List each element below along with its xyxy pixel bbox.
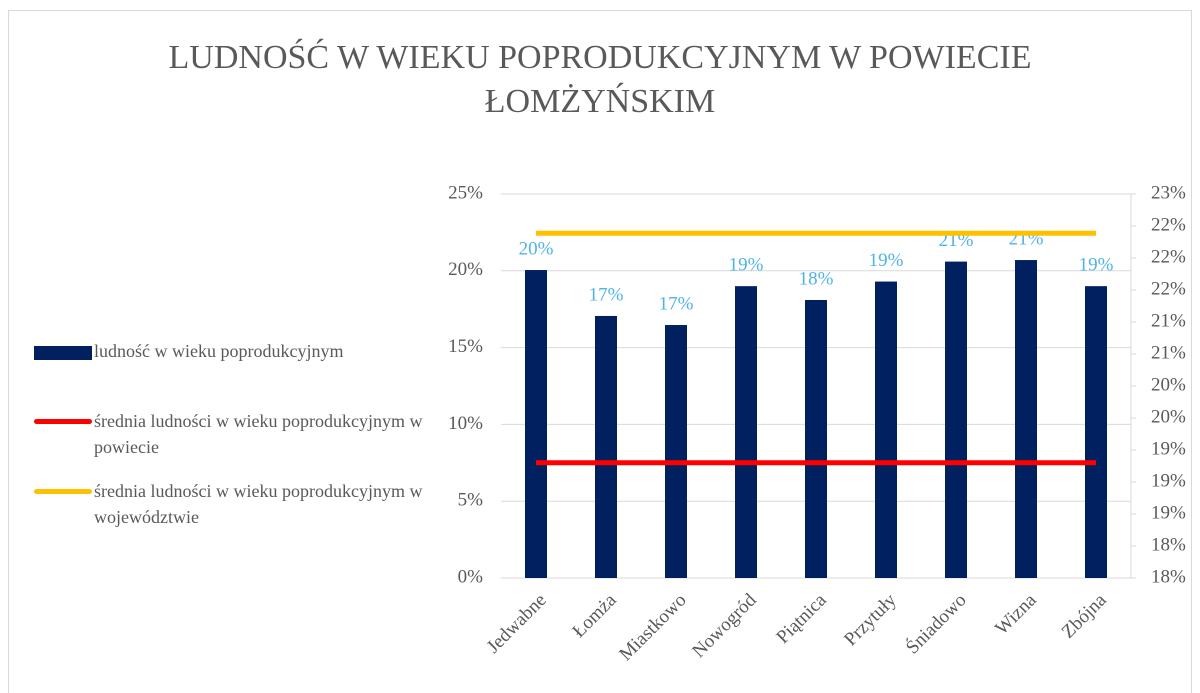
bar: [665, 325, 687, 578]
y-tick-label: 5%: [458, 490, 484, 511]
y2-tick-label: 21%: [1151, 310, 1186, 331]
legend-label: średnia ludności w wieku poprodukcyjnym …: [94, 481, 423, 527]
y-tick-label: 10%: [448, 413, 483, 434]
data-label: 19%: [1079, 255, 1114, 276]
legend-entry: średnia ludności w wieku poprodukcyjnym …: [34, 478, 424, 530]
data-label: 19%: [869, 250, 904, 271]
legend-label: średnia ludności w wieku poprodukcyjnym …: [94, 411, 423, 457]
bar: [805, 299, 827, 578]
x-tick-label: Jedwabne: [483, 590, 551, 658]
y-tick-label: 25%: [448, 182, 483, 203]
y-tick-label: 0%: [458, 566, 484, 587]
y2-tick-label: 18%: [1151, 566, 1186, 587]
y2-tick-label: 22%: [1151, 278, 1186, 299]
data-label: 19%: [729, 255, 764, 276]
legend-swatch: [34, 419, 92, 424]
x-tick-label: Nowogród: [688, 589, 761, 662]
x-tick-label: Wizna: [991, 589, 1041, 639]
data-label: 18%: [799, 268, 834, 289]
x-tick-label: Przytuły: [840, 589, 901, 650]
chart-title: LUDNOŚĆ W WIEKU POPRODUKCYJNYM W POWIECI…: [168, 39, 1032, 120]
y-tick-label: 15%: [448, 336, 483, 357]
bar: [1085, 286, 1107, 578]
y2-tick-label: 18%: [1151, 534, 1186, 555]
bar: [735, 286, 757, 578]
x-tick-label: Miastkowo: [615, 590, 690, 665]
x-tick-label: Łomża: [568, 589, 621, 642]
y2-tick-label: 22%: [1151, 246, 1186, 267]
legend-entry: średnia ludności w wieku poprodukcyjnym …: [34, 408, 424, 460]
data-label: 17%: [659, 293, 694, 314]
bar: [875, 281, 897, 578]
bar: [525, 270, 547, 578]
y2-tick-label: 19%: [1151, 438, 1186, 459]
y2-tick-label: 23%: [1151, 182, 1186, 203]
legend-swatch: [34, 489, 92, 494]
y2-tick-label: 20%: [1151, 406, 1186, 427]
chart-frame: [8, 10, 1192, 693]
y2-tick-label: 21%: [1151, 342, 1186, 363]
data-label: 17%: [589, 284, 624, 305]
y-tick-label: 20%: [448, 259, 483, 280]
bar: [945, 261, 967, 578]
y2-tick-label: 19%: [1151, 470, 1186, 491]
legend-label: ludność w wieku poprodukcyjnym: [94, 341, 344, 361]
x-tick-label: Zbójna: [1058, 589, 1111, 642]
data-label: 20%: [519, 238, 554, 259]
y2-tick-label: 20%: [1151, 374, 1186, 395]
x-tick-label: Piątnica: [772, 589, 831, 648]
legend-swatch: [34, 346, 92, 360]
bar: [595, 315, 617, 578]
x-tick-label: Śniadowo: [901, 589, 970, 658]
legend-entry: ludność w wieku poprodukcyjnym: [34, 338, 424, 364]
y2-tick-label: 19%: [1151, 502, 1186, 523]
y2-tick-label: 22%: [1151, 214, 1186, 235]
bar: [1015, 260, 1037, 578]
